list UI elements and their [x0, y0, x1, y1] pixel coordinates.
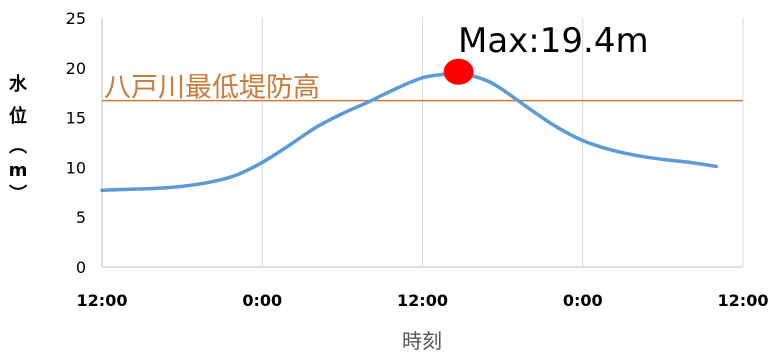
- x-tick-label: 0:00: [242, 291, 282, 310]
- y-tick-label: 10: [66, 158, 86, 177]
- y-tick-label: 0: [76, 258, 86, 277]
- y-tick-labels: 0 5 10 15 20 25: [66, 9, 86, 277]
- y-axis-label-char: m: [9, 160, 28, 181]
- reference-line-label: 八戸川最低堤防高: [104, 73, 320, 104]
- x-tick-label: 0:00: [563, 291, 603, 310]
- y-tick-label: 5: [76, 208, 86, 227]
- y-tick-label: 20: [66, 59, 86, 78]
- max-marker: [443, 58, 474, 85]
- y-tick-label: 25: [66, 9, 86, 28]
- x-tick-label: 12:00: [397, 291, 448, 310]
- y-axis-label-char: 位: [9, 105, 27, 127]
- y-tick-label: 15: [66, 109, 86, 128]
- x-tick-labels: 12:00 0:00 12:00 0:00 12:00: [77, 291, 769, 310]
- y-axis-label-char: 水: [9, 73, 28, 95]
- y-axis-label-char: ）: [6, 184, 27, 202]
- x-tick-label: 12:00: [718, 291, 769, 310]
- max-label: Max:19.4m: [458, 21, 649, 61]
- x-tick-label: 12:00: [77, 291, 128, 310]
- x-axis-label: 時刻: [402, 329, 442, 353]
- y-axis-label-char: （: [6, 136, 27, 154]
- series-line: [100, 71, 719, 193]
- y-axis-label: 水位 （ m ）: [6, 73, 28, 202]
